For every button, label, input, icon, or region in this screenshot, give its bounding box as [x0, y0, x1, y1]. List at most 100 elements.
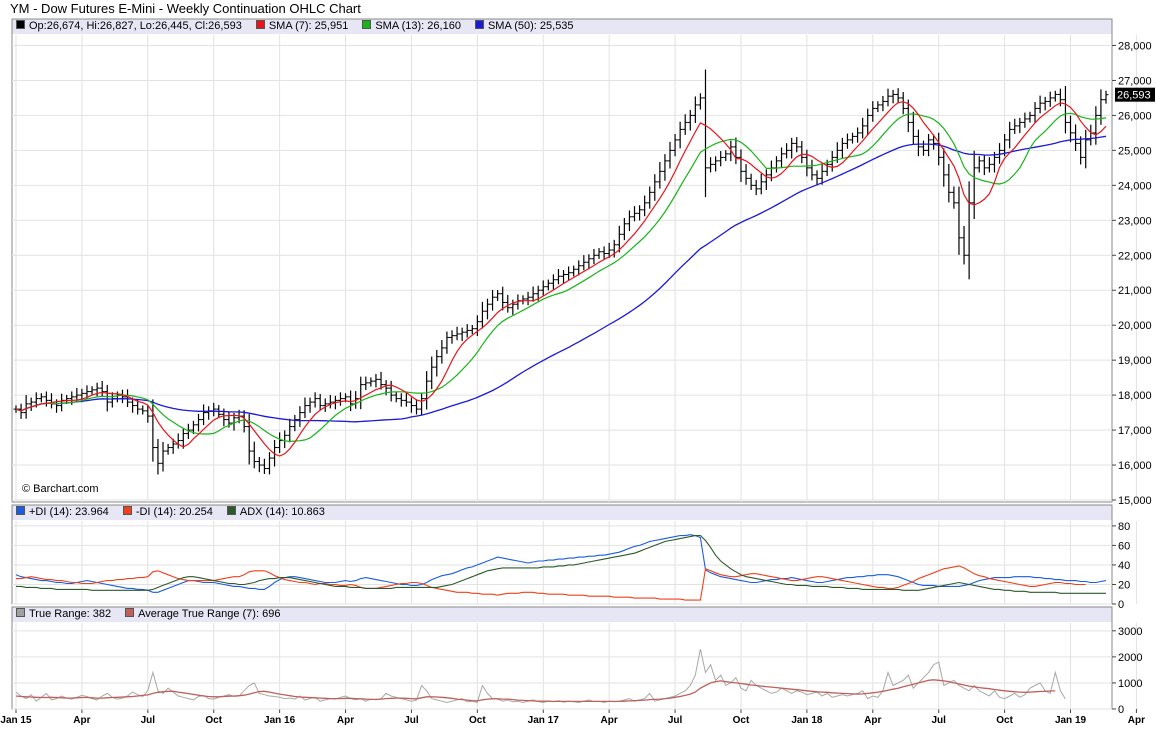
ohlc-bar — [1017, 117, 1023, 134]
ohlc-bar — [540, 280, 546, 296]
ohlc-bar — [74, 387, 80, 402]
dmi-legend-text: -DI (14): 20.254 — [135, 506, 213, 518]
price-legend-text: SMA (13): 26,160 — [375, 20, 461, 32]
ohlc-bar — [819, 164, 825, 185]
price-legend-item: SMA (13): 26,160 — [358, 19, 461, 34]
ohlc-bar — [1047, 91, 1053, 107]
ohlc-bar — [966, 181, 972, 280]
ohlc-bar — [682, 114, 688, 135]
ohlc-bar — [976, 156, 982, 173]
ohlc-bar — [84, 385, 90, 399]
adx-line — [16, 535, 1106, 594]
ohlc-bar — [1062, 86, 1068, 134]
price-y-tick-label: 19,000 — [1118, 355, 1152, 367]
ohlc-bar — [789, 137, 795, 159]
x-tick-label: Apr — [73, 715, 90, 726]
ohlc-bar — [1078, 136, 1084, 165]
x-tick-label: Oct — [733, 715, 750, 726]
ohlc-bar — [1098, 89, 1104, 125]
tr-y-tick-label: 1000 — [1118, 678, 1142, 690]
price-legend-swatch — [362, 20, 372, 29]
ohlc-bar — [611, 239, 617, 258]
price-y-tick-label: 28,000 — [1118, 40, 1152, 52]
ohlc-bar — [1088, 124, 1094, 146]
dmi-legend-item: -DI (14): 20.254 — [119, 505, 213, 520]
tr-legend-swatch — [16, 608, 25, 617]
ohlc-bar — [581, 255, 587, 271]
x-tick-label: Apr — [1128, 715, 1145, 726]
sma7-line — [15, 101, 1107, 457]
ohlc-bar — [277, 432, 283, 454]
price-y-tick-label: 23,000 — [1118, 215, 1152, 227]
ohlc-bar — [855, 127, 861, 143]
ohlc-bar — [997, 143, 1003, 164]
ohlc-bar — [449, 330, 455, 344]
ohlc-bar — [850, 132, 856, 144]
ohlc-bar — [1083, 129, 1089, 169]
ohlc-bar — [763, 169, 769, 190]
ohlc-bar — [571, 265, 577, 277]
atr-line — [15, 679, 1056, 703]
x-tick-label: Oct — [469, 715, 486, 726]
x-tick-label: Jan 19 — [1055, 715, 1087, 726]
dmi-legend-item: ADX (14): 10.863 — [223, 505, 325, 520]
price-legend-swatch — [16, 20, 25, 29]
ohlc-bar — [814, 170, 820, 186]
dmi-y-tick-label: 80 — [1118, 521, 1130, 533]
ohlc-bar — [292, 414, 298, 432]
ohlc-bar — [312, 392, 318, 408]
ohlc-bar — [550, 274, 556, 290]
ohlc-bar — [758, 173, 764, 195]
ohlc-bar — [302, 397, 308, 419]
ohlc-bar — [444, 331, 450, 354]
tr-y-tick-label: 0 — [1118, 704, 1124, 716]
ohlc-bar — [910, 111, 916, 145]
ohlc-bar — [1027, 111, 1033, 123]
ohlc-bar — [358, 376, 364, 410]
price-legend-text: Op:26,674, Hi:26,827, Lo:26,445, Cl:26,5… — [29, 20, 242, 32]
ohlc-bar — [130, 397, 136, 413]
ohlc-bar — [211, 402, 217, 417]
dmi-legend-swatch — [122, 506, 132, 515]
x-tick-label: Jul — [931, 715, 946, 726]
ohlc-bar — [459, 327, 465, 342]
true-range-line — [15, 648, 1066, 704]
ohlc-bar — [905, 99, 911, 133]
ohlc-bar — [809, 159, 815, 181]
ohlc-bar — [981, 154, 987, 176]
ohlc-bar — [961, 225, 967, 265]
ohlc-bar — [424, 371, 430, 410]
ohlc-bar — [241, 410, 247, 433]
ohlc-bar — [900, 92, 906, 115]
ohlc-bar — [672, 134, 678, 157]
ohlc-bar — [23, 395, 29, 419]
ohlc-bar — [408, 397, 414, 413]
ohlc-bar — [99, 380, 105, 397]
price-legend-swatch — [474, 20, 484, 29]
ohlc-bar — [246, 414, 252, 465]
ohlc-bar — [647, 186, 653, 209]
tr-panel-border — [11, 606, 1113, 710]
price-panel-border — [11, 18, 1113, 503]
ohlc-bar — [419, 392, 425, 415]
ohlc-bar — [1022, 112, 1028, 128]
ohlc-bar — [322, 398, 328, 412]
ohlc-bar — [773, 156, 779, 173]
chart-title: YM - Dow Futures E-Mini - Weekly Continu… — [10, 1, 361, 16]
dmi-legend-swatch — [16, 506, 25, 515]
ohlc-bar — [1103, 90, 1109, 104]
ohlc-bar — [363, 376, 369, 391]
ohlc-bar — [282, 430, 288, 449]
ohlc-bar — [844, 133, 850, 149]
ohlc-bar — [43, 391, 49, 407]
ohlc-bar — [561, 269, 567, 284]
ohlc-bar — [89, 386, 95, 396]
tr-legend-item: Average True Range (7): 696 — [121, 607, 280, 622]
price-y-tick-label: 26,000 — [1118, 110, 1152, 122]
ohlc-bar — [652, 174, 658, 201]
ohlc-bar — [261, 458, 267, 474]
x-tick-label: Jan 17 — [528, 715, 560, 726]
ohlc-bar — [626, 210, 632, 232]
ohlc-bar — [920, 140, 926, 156]
